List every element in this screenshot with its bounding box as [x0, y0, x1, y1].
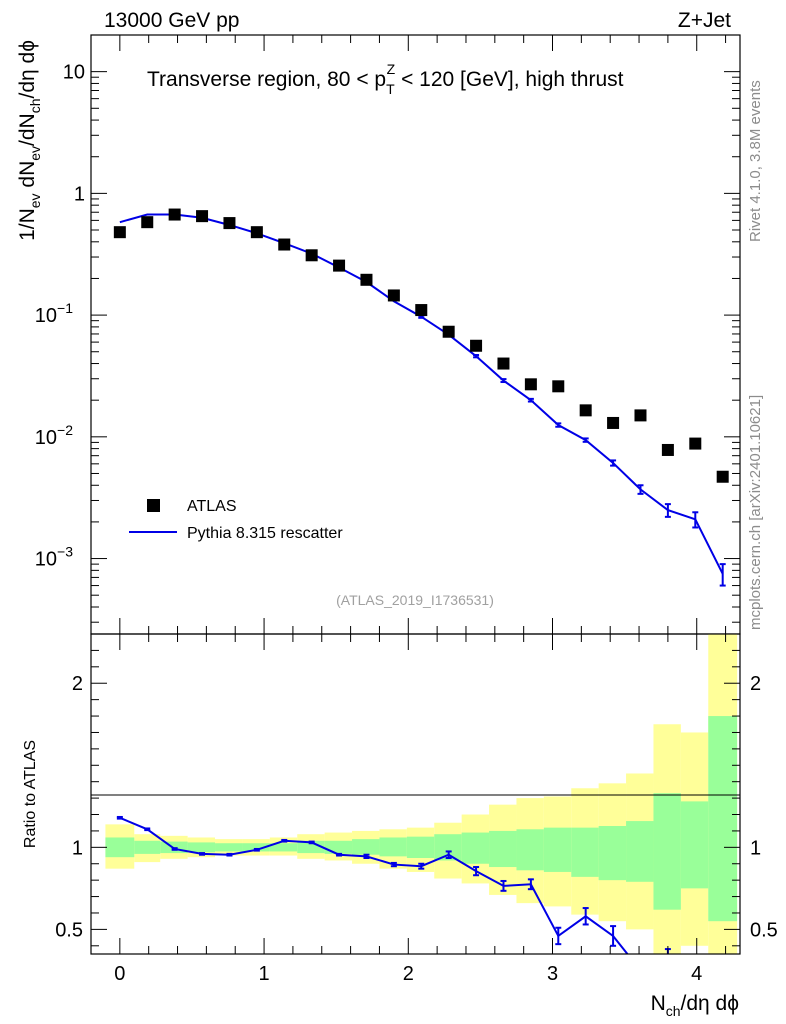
ratio-tick-label-left: 1 — [72, 837, 83, 859]
atlas-point — [387, 289, 400, 302]
atlas-point — [196, 210, 209, 223]
y-axis-label-ratio: Ratio to ATLAS — [22, 740, 39, 848]
band-inner-bin — [187, 842, 216, 853]
atlas-point — [278, 238, 291, 251]
atlas-point — [415, 304, 428, 317]
ratio-tick-label-left: 2 — [72, 673, 83, 695]
mc-line — [119, 213, 724, 575]
uncertainty-bands — [105, 634, 738, 954]
legend-atlas-marker — [147, 499, 160, 512]
band-inner-bin — [269, 843, 298, 852]
atlas-point — [524, 378, 537, 391]
band-inner-bin — [242, 843, 270, 852]
atlas-point — [470, 339, 483, 352]
main-y-ticks: 10 1 10−1 10−2 10−3 — [35, 34, 740, 623]
atlas-point — [168, 208, 181, 221]
band-inner-bin — [406, 836, 435, 858]
ratio-tick-label-right: 1 — [750, 837, 761, 859]
band-inner-bin — [626, 821, 654, 882]
ratio-panel: 0.5 0.5 1 1 2 2 0 1 2 3 4 Ratio to ATLAS — [22, 633, 778, 985]
atlas-series — [113, 208, 729, 483]
atlas-point — [223, 217, 236, 230]
band-inner-bin — [598, 826, 627, 881]
band-inner-bin — [324, 840, 353, 854]
legend-atlas-label: ATLAS — [187, 498, 237, 515]
ratio-tick-label-right: 0.5 — [750, 919, 778, 941]
atlas-point — [579, 404, 592, 417]
mc-ratio-clipped — [116, 815, 671, 954]
atlas-point — [360, 273, 373, 286]
band-inner-bin — [680, 801, 709, 889]
atlas-point — [305, 249, 318, 262]
ratio-frame — [90, 633, 741, 955]
band-inner-bin — [379, 837, 407, 857]
x-tick-label: 4 — [691, 963, 702, 985]
x-tick-label: 0 — [114, 963, 125, 985]
y-tick-label: 10−1 — [35, 300, 73, 327]
main-panel: 10 1 10−1 10−2 10−3 Transverse region, 80 < … — [16, 34, 741, 635]
legend-mc-label: Pythia 8.315 rescatter — [187, 525, 343, 542]
y-tick-label: 10−2 — [35, 422, 73, 449]
band-inner-bin — [461, 832, 490, 864]
atlas-point — [716, 470, 729, 483]
y-tick-label: 10 — [63, 62, 85, 84]
atlas-point — [333, 259, 346, 272]
band-inner-bin — [489, 830, 517, 868]
x-tick-label: 3 — [547, 963, 558, 985]
band-inner-bin — [571, 827, 599, 877]
band-inner-bin — [708, 716, 738, 922]
plot-title: Transverse region, 80 < pTZ < 120 [GeV],… — [147, 61, 624, 97]
band-inner-bin — [653, 793, 681, 910]
energy-label: 13000 GeV pp — [104, 9, 239, 32]
atlas-point — [497, 357, 510, 370]
atlas-point — [250, 226, 263, 239]
analysis-id-label: (ATLAS_2019_I1736531) — [336, 592, 494, 608]
legend: ATLAS Pythia 8.315 rescatter — [129, 498, 343, 542]
atlas-point — [442, 325, 455, 338]
y-tick-label: 1 — [74, 183, 85, 205]
mcplots-label: mcplots.cern.ch [arXiv:2401.10621] — [747, 395, 764, 630]
ratio-tick-label-left: 0.5 — [55, 919, 83, 941]
ratio-x-ticks: 0 1 2 3 4 — [90, 634, 727, 985]
band-inner-bin — [215, 843, 243, 852]
y-axis-label-main: 1/Nev dNev/dNch/dη dϕ — [16, 40, 43, 241]
main-x-ticks — [90, 35, 727, 634]
atlas-point — [689, 437, 702, 450]
atlas-point — [634, 409, 647, 422]
band-inner-bin — [543, 827, 572, 872]
main-frame — [90, 34, 741, 635]
ratio-y-ticks: 0.5 0.5 1 1 2 2 — [55, 649, 778, 947]
x-axis-label: Nch/dη dϕ — [651, 992, 739, 1019]
x-tick-label: 1 — [259, 963, 270, 985]
rivet-version-label: Rivet 4.1.0, 3.8M events — [747, 80, 764, 242]
atlas-point — [552, 380, 565, 393]
mc-ratio-series — [116, 815, 671, 954]
band-inner-bin — [297, 840, 325, 854]
y-tick-label: 10−3 — [35, 544, 73, 571]
atlas-point — [661, 443, 674, 456]
atlas-point — [141, 216, 154, 229]
ratio-tick-label-right: 2 — [750, 673, 761, 695]
atlas-point — [607, 416, 620, 429]
x-tick-label: 2 — [403, 963, 414, 985]
process-label: Z+Jet — [678, 9, 731, 32]
band-inner-bin — [352, 839, 380, 855]
band-inner-bin — [105, 837, 135, 858]
band-inner-bin — [134, 840, 161, 854]
band-inner-bin — [516, 829, 544, 871]
atlas-point — [113, 226, 126, 239]
